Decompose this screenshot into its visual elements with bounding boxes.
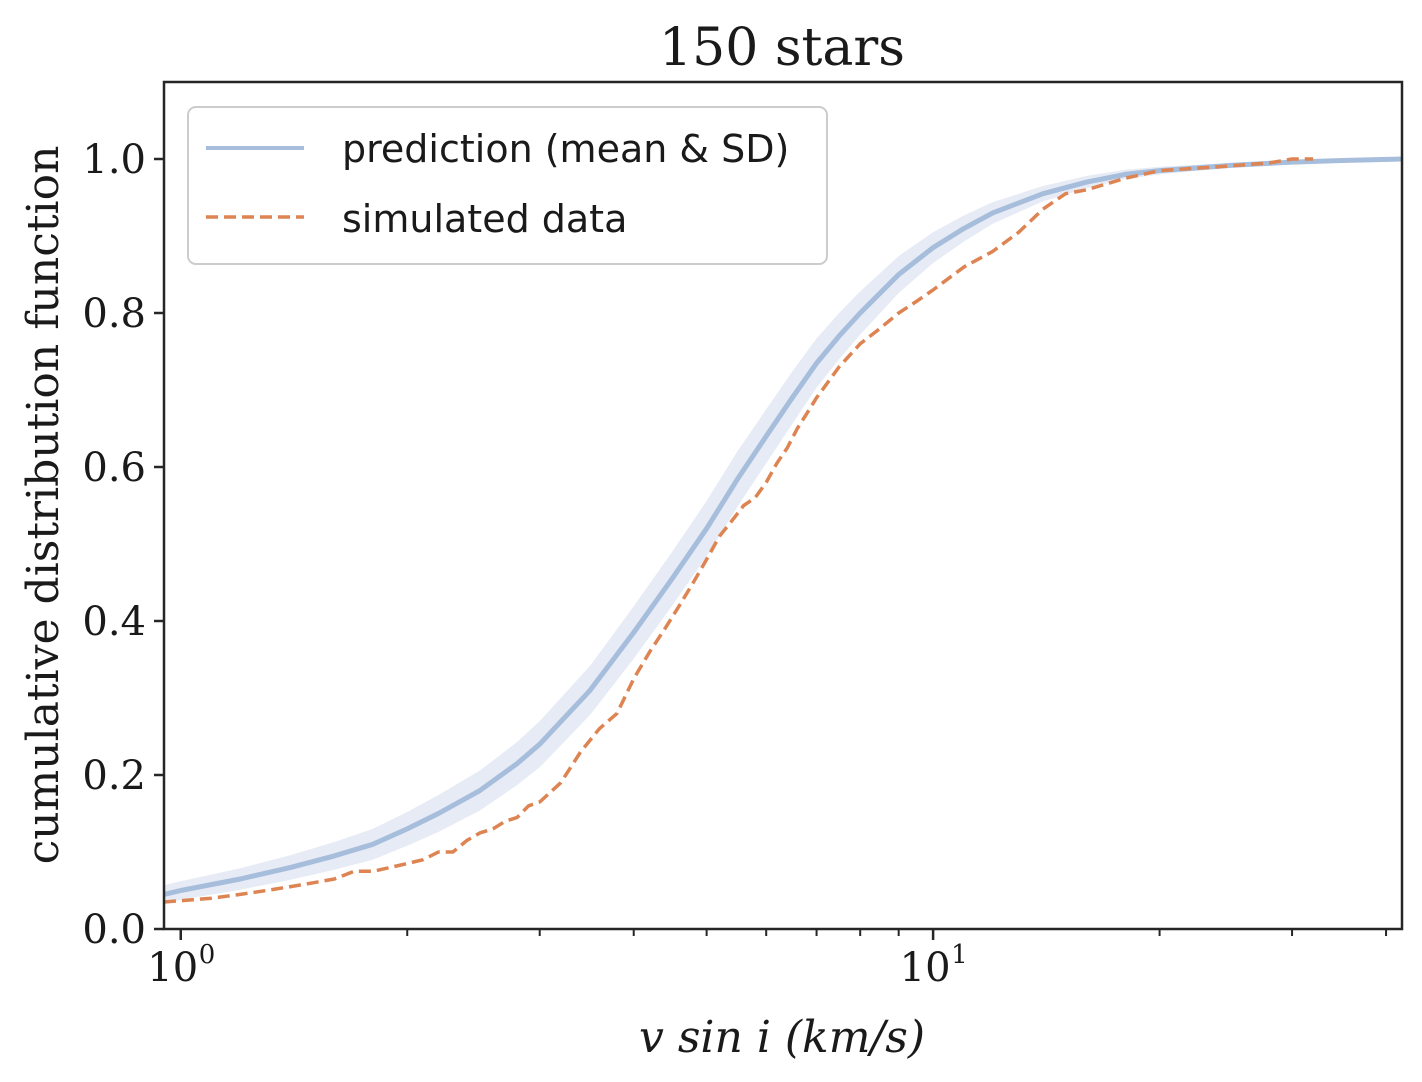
legend-label-simulated: simulated data <box>342 197 627 241</box>
x-axis-label: v sin i (km/s) <box>639 1012 925 1063</box>
prediction-sd-band <box>164 159 1402 904</box>
legend-box <box>187 106 828 265</box>
x-tick-label: 10 <box>900 945 951 991</box>
legend-label-prediction: prediction (mean & SD) <box>342 127 789 171</box>
y-tick-label: 0.0 <box>82 907 146 953</box>
sd-band-layer <box>164 159 1402 904</box>
x-axis: 10 0 10 1 <box>147 929 1388 991</box>
simulated-data-line <box>164 157 1314 904</box>
series-layer <box>164 156 1402 904</box>
x-tick-label: 10 <box>147 945 198 991</box>
x-tick-exponent: 0 <box>199 940 216 970</box>
y-tick-label: 0.6 <box>82 445 146 491</box>
x-tick-exponent: 1 <box>951 940 968 970</box>
y-tick-label: 0.8 <box>82 291 146 337</box>
y-axis: 0.0 0.2 0.4 0.6 0.8 1.0 <box>82 137 164 953</box>
chart-title: 150 stars <box>659 18 905 78</box>
y-tick-label: 0.4 <box>82 599 146 645</box>
legend: prediction (mean & SD) simulated data <box>187 106 828 265</box>
y-tick-label: 1.0 <box>82 137 146 183</box>
plot-frame <box>162 80 1404 931</box>
y-tick-label: 0.2 <box>82 753 146 799</box>
y-axis-label: cumulative distribution function <box>18 146 69 865</box>
prediction-mean-line <box>164 156 1402 897</box>
